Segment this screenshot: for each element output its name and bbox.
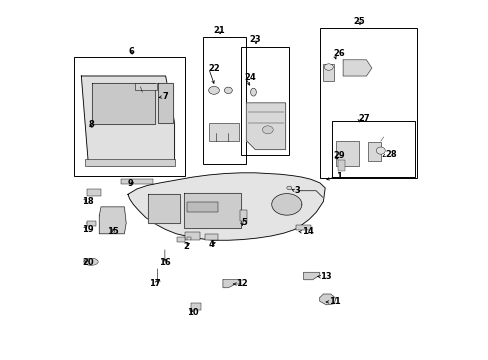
Text: 25: 25 bbox=[353, 17, 365, 26]
Text: 22: 22 bbox=[207, 64, 219, 73]
Text: 21: 21 bbox=[213, 26, 225, 35]
Ellipse shape bbox=[286, 186, 291, 190]
Bar bbox=[74, 57, 185, 176]
Polygon shape bbox=[343, 60, 371, 76]
Bar bbox=[241, 47, 289, 155]
Polygon shape bbox=[99, 207, 126, 234]
Text: 11: 11 bbox=[328, 297, 340, 306]
Bar bbox=[87, 221, 96, 226]
Polygon shape bbox=[128, 173, 325, 240]
Ellipse shape bbox=[83, 258, 98, 265]
Ellipse shape bbox=[324, 64, 333, 70]
Bar bbox=[296, 225, 310, 230]
Text: 3: 3 bbox=[294, 186, 300, 195]
Ellipse shape bbox=[376, 147, 385, 154]
Polygon shape bbox=[183, 193, 241, 228]
Ellipse shape bbox=[250, 88, 256, 96]
Text: 4: 4 bbox=[208, 240, 214, 249]
Text: 23: 23 bbox=[249, 35, 261, 44]
Bar bbox=[121, 179, 153, 184]
Bar bbox=[135, 83, 156, 90]
Text: 13: 13 bbox=[319, 272, 331, 281]
Bar bbox=[323, 64, 333, 81]
Text: 19: 19 bbox=[82, 225, 94, 234]
Text: 24: 24 bbox=[244, 73, 256, 82]
Text: 16: 16 bbox=[158, 258, 170, 267]
Bar bbox=[190, 303, 201, 310]
Bar bbox=[319, 28, 416, 178]
Text: 18: 18 bbox=[82, 197, 94, 206]
Text: 15: 15 bbox=[107, 228, 119, 237]
Text: 28: 28 bbox=[384, 150, 396, 159]
Bar bbox=[204, 234, 217, 240]
Bar bbox=[87, 189, 101, 196]
Text: 7: 7 bbox=[162, 92, 167, 101]
Polygon shape bbox=[81, 76, 174, 166]
Text: 26: 26 bbox=[333, 49, 345, 58]
Bar bbox=[239, 211, 246, 221]
Text: 27: 27 bbox=[358, 114, 369, 123]
Text: 17: 17 bbox=[149, 279, 161, 288]
Polygon shape bbox=[223, 280, 241, 288]
Polygon shape bbox=[271, 194, 301, 215]
Bar bbox=[332, 121, 414, 177]
Text: 5: 5 bbox=[241, 218, 246, 227]
Bar bbox=[208, 123, 239, 140]
Bar bbox=[85, 159, 174, 166]
Text: 10: 10 bbox=[187, 308, 198, 317]
Text: 8: 8 bbox=[88, 120, 94, 129]
Bar bbox=[337, 160, 344, 171]
Bar bbox=[335, 141, 359, 166]
Text: 20: 20 bbox=[82, 258, 94, 267]
Bar bbox=[367, 141, 380, 161]
Text: 12: 12 bbox=[235, 279, 247, 288]
Ellipse shape bbox=[262, 126, 273, 134]
Ellipse shape bbox=[208, 86, 219, 94]
Bar bbox=[203, 37, 246, 164]
Polygon shape bbox=[158, 83, 172, 123]
Ellipse shape bbox=[224, 87, 232, 94]
Text: 9: 9 bbox=[128, 179, 133, 188]
Text: 14: 14 bbox=[301, 228, 313, 237]
Text: 6: 6 bbox=[128, 47, 134, 56]
Bar bbox=[187, 202, 217, 212]
Polygon shape bbox=[246, 103, 285, 149]
Bar bbox=[177, 237, 184, 242]
Polygon shape bbox=[319, 294, 335, 305]
Text: 29: 29 bbox=[333, 151, 345, 160]
Bar bbox=[185, 232, 199, 240]
Text: 2: 2 bbox=[183, 242, 189, 251]
Polygon shape bbox=[92, 83, 155, 125]
Polygon shape bbox=[303, 273, 319, 280]
Polygon shape bbox=[147, 194, 180, 223]
Text: 1: 1 bbox=[335, 172, 341, 181]
